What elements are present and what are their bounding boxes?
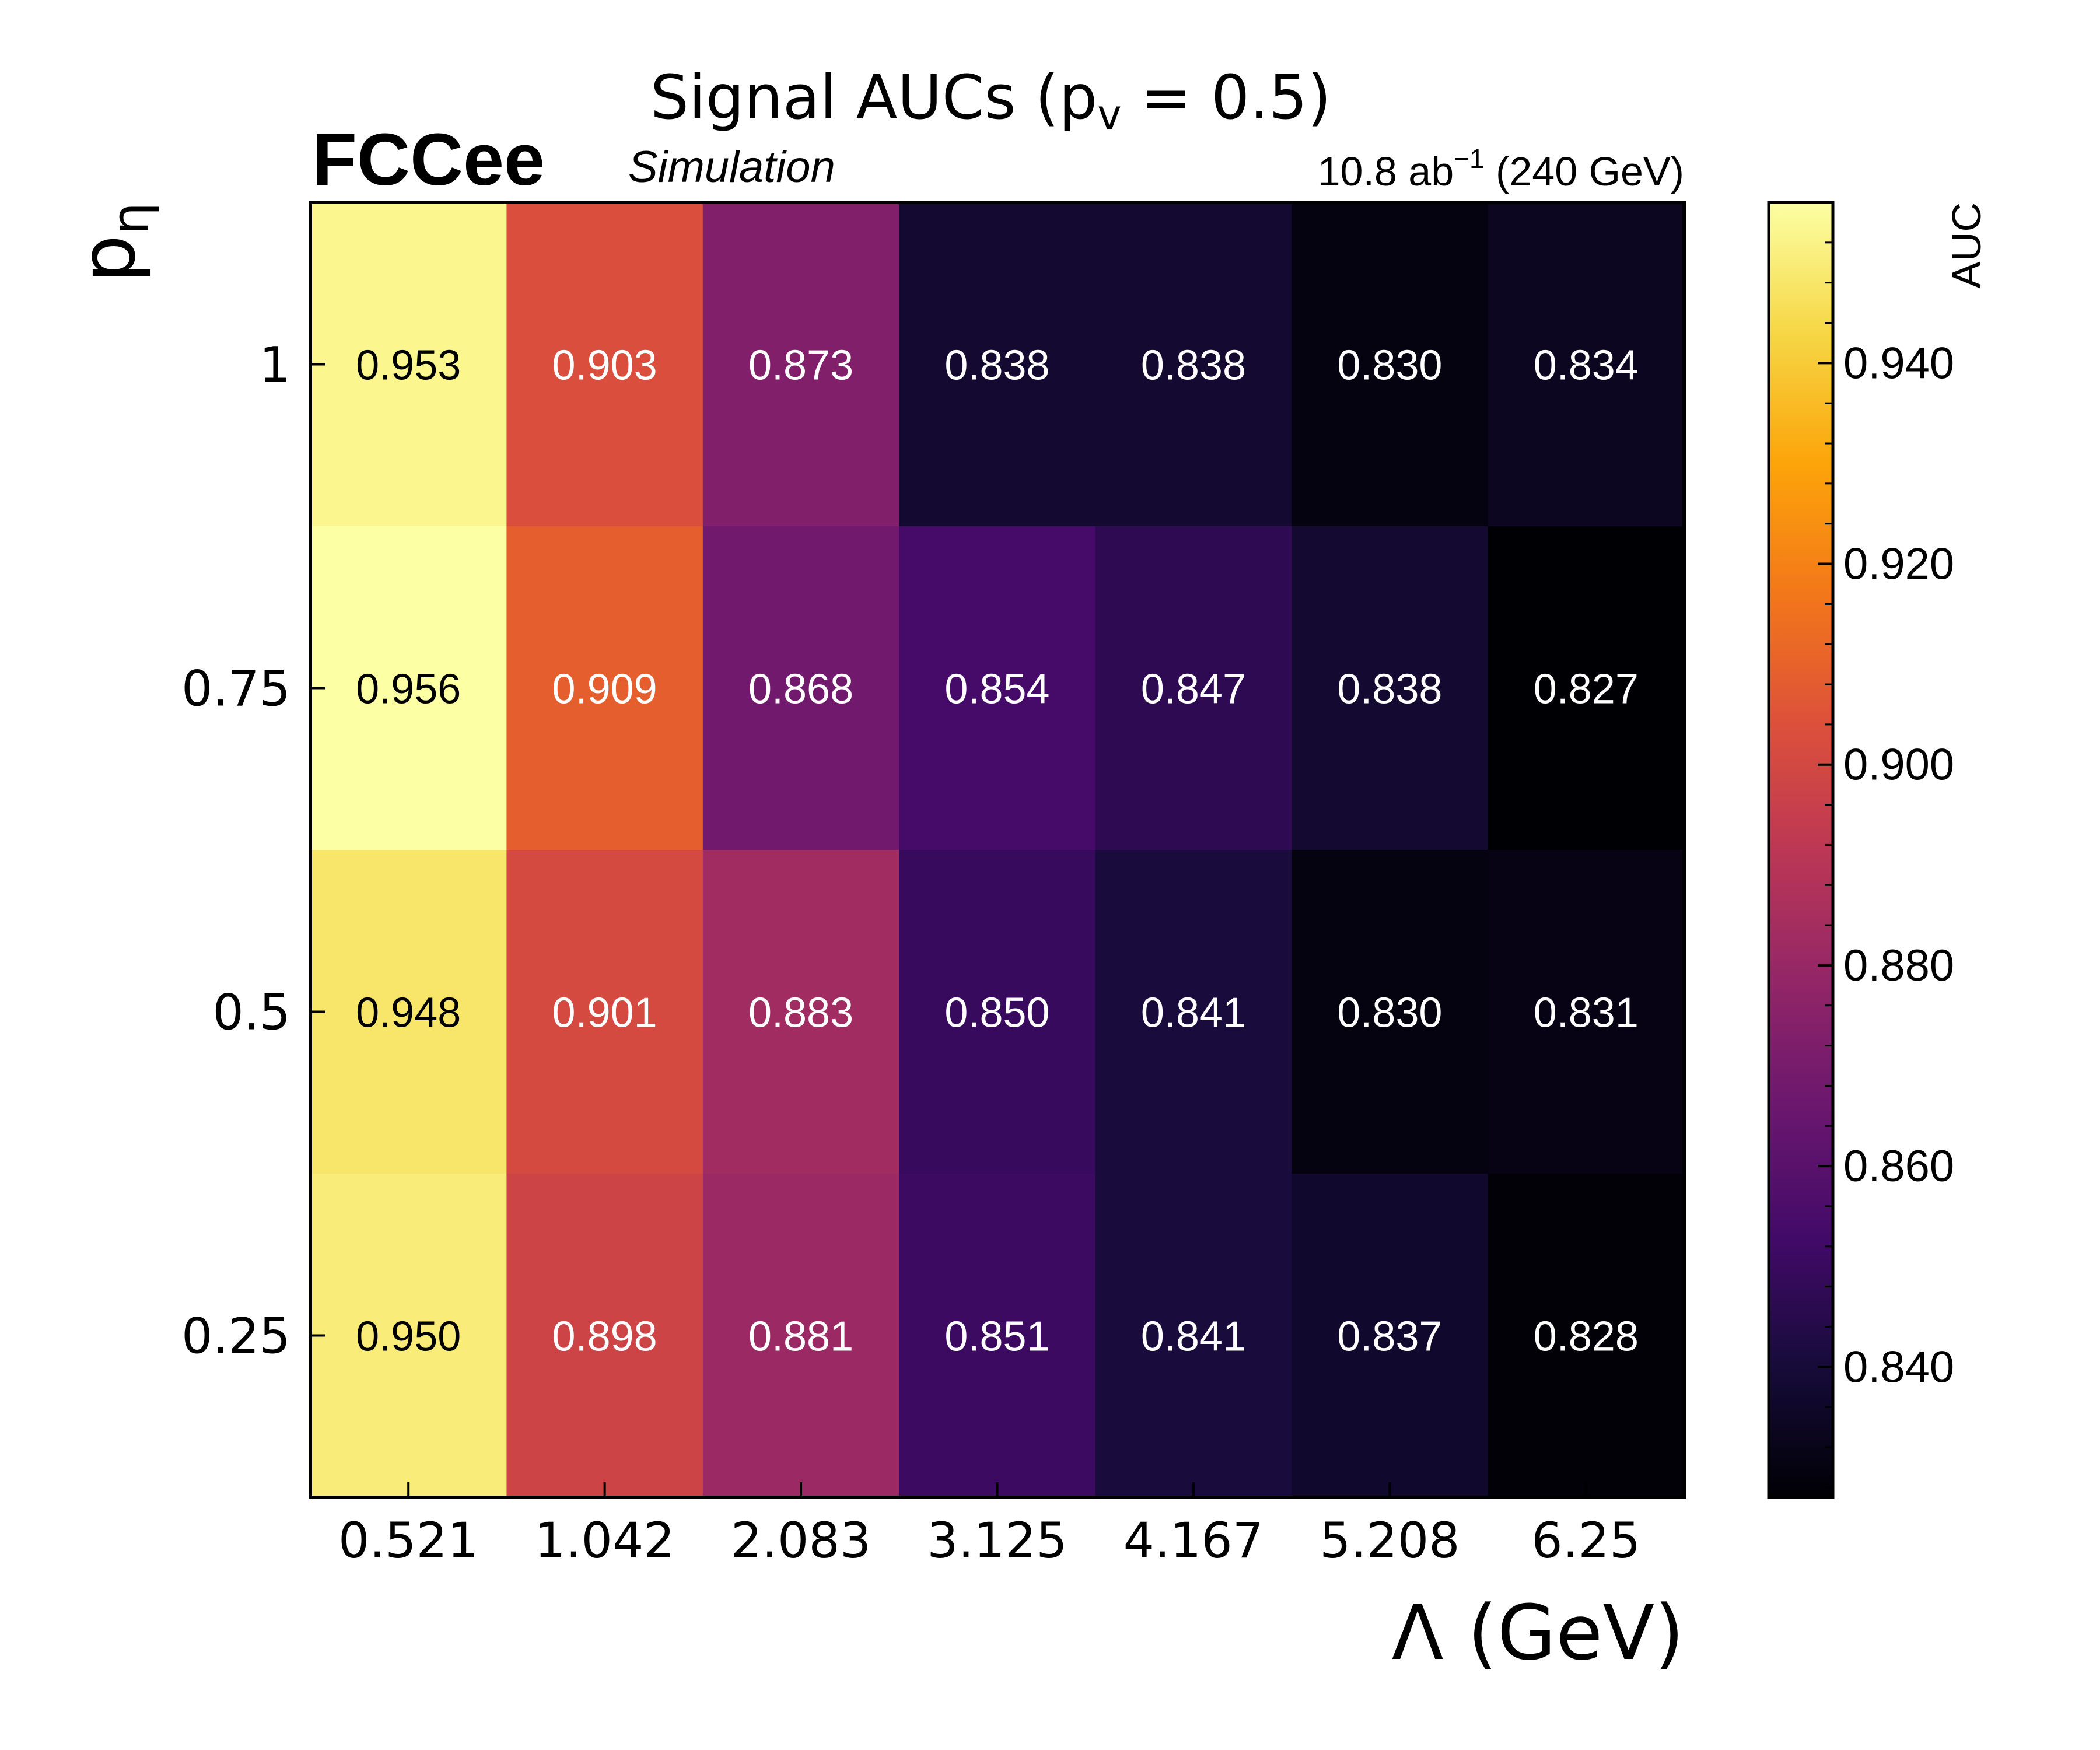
heatmap-cell — [310, 526, 508, 850]
cell-value-label: 0.868 — [748, 666, 853, 713]
y-tick-label: 0.25 — [181, 1308, 290, 1365]
heatmap-cells — [310, 202, 1685, 1498]
cell-value-label: 0.830 — [1337, 342, 1442, 389]
x-tick-label: 2.083 — [731, 1512, 871, 1569]
chart-title: Signal AUCs (pv = 0.5) — [650, 62, 1331, 139]
x-axis: 0.521 1.042 2.083 3.125 4.167 5.208 6.25 — [338, 1482, 1640, 1569]
heatmap-cell — [310, 202, 508, 527]
cell-value-label: 0.851 — [944, 1314, 1049, 1360]
heatmap-cell — [899, 1174, 1096, 1498]
heatmap-cell — [1095, 202, 1292, 527]
y-tick-label: 0.75 — [181, 660, 290, 718]
cell-value-label: 0.950 — [356, 1314, 461, 1360]
cell-value-label: 0.898 — [552, 1314, 657, 1360]
colorbar-ticks: 0.840 0.860 0.880 0.900 0.920 0.940 — [1818, 201, 1954, 1489]
experiment-sublabel: Simulation — [628, 142, 835, 192]
heatmap-cell — [310, 1174, 508, 1498]
heatmap-cell — [1292, 202, 1489, 527]
experiment-label: FCCee — [312, 118, 545, 201]
cell-value-label: 0.847 — [1141, 666, 1246, 713]
cell-value-label: 0.948 — [356, 990, 461, 1037]
title-subscript: v — [1097, 91, 1121, 139]
cell-value-label: 0.883 — [748, 990, 853, 1037]
colorbar-tick-label: 0.880 — [1843, 941, 1954, 991]
heatmap-cell — [702, 1174, 900, 1498]
heatmap-cell — [899, 850, 1096, 1174]
cell-value-label: 0.873 — [748, 342, 853, 389]
cell-value-label: 0.903 — [552, 342, 657, 389]
x-tick-label: 1.042 — [534, 1512, 674, 1569]
heatmap-cell — [899, 202, 1096, 527]
cell-value-label: 0.841 — [1141, 990, 1246, 1037]
heatmap-cell — [1292, 1174, 1489, 1498]
heatmap-cell — [1488, 850, 1685, 1174]
x-tick-label: 0.521 — [338, 1512, 478, 1569]
colorbar-label: AUC — [1944, 202, 1989, 289]
heatmap-cell — [1488, 1174, 1685, 1498]
heatmap-cell — [1095, 1174, 1292, 1498]
cell-value-label: 0.838 — [944, 342, 1049, 389]
cell-value-label: 0.850 — [944, 990, 1049, 1037]
cell-value-label: 0.854 — [944, 666, 1049, 713]
cell-value-label: 0.830 — [1337, 990, 1442, 1037]
heatmap-cell — [899, 526, 1096, 850]
cell-value-label: 0.827 — [1534, 666, 1639, 713]
colorbar-tick-label: 0.940 — [1843, 338, 1954, 388]
cell-value-label: 0.956 — [356, 666, 461, 713]
cell-value-label: 0.909 — [552, 666, 657, 713]
luminosity-superscript: −1 — [1454, 144, 1484, 174]
cell-value-label: 0.838 — [1337, 666, 1442, 713]
y-tick-label: 0.5 — [212, 984, 290, 1041]
x-tick-label: 4.167 — [1124, 1512, 1264, 1569]
heatmap-cell — [1095, 526, 1292, 850]
heatmap-cell — [310, 850, 508, 1174]
x-axis-label: Λ (GeV) — [1392, 1588, 1684, 1677]
cell-value-label: 0.838 — [1141, 342, 1246, 389]
colorbar — [1767, 201, 1835, 1499]
colorbar-tick-label: 0.840 — [1843, 1342, 1954, 1392]
cell-value-label: 0.901 — [552, 990, 657, 1037]
heatmap-cell — [1292, 850, 1489, 1174]
y-axis-label: pη — [64, 202, 160, 283]
heatmap-cell — [702, 526, 900, 850]
cell-value-label: 0.953 — [356, 342, 461, 389]
cell-value-label: 0.881 — [748, 1314, 853, 1360]
luminosity-label: 10.8 ab−1 (240 GeV) — [1318, 144, 1684, 194]
heatmap-cell — [1292, 526, 1489, 850]
cell-value-label: 0.828 — [1534, 1314, 1639, 1360]
heatmap-cell — [1095, 850, 1292, 1174]
colorbar-tick-label: 0.900 — [1843, 740, 1954, 790]
heatmap-cell — [506, 202, 704, 527]
y-axis-label-subscript: η — [100, 202, 160, 235]
heatmap-cell — [506, 1174, 704, 1498]
x-tick-label: 3.125 — [927, 1512, 1067, 1569]
y-axis: 1 0.75 0.5 0.25 — [181, 337, 326, 1365]
x-tick-label: 5.208 — [1320, 1512, 1460, 1569]
cell-value-label: 0.834 — [1534, 342, 1639, 389]
heatmap-cell — [1488, 526, 1685, 850]
heatmap-cell — [506, 850, 704, 1174]
cell-value-label: 0.841 — [1141, 1314, 1246, 1360]
heatmap-cell — [1488, 202, 1685, 527]
colorbar-tick-label: 0.920 — [1843, 540, 1954, 589]
y-tick-label: 1 — [260, 337, 290, 394]
cell-value-label: 0.831 — [1534, 990, 1639, 1037]
colorbar-tick-label: 0.860 — [1843, 1142, 1954, 1191]
x-tick-label: 6.25 — [1531, 1512, 1640, 1569]
cell-value-label: 0.837 — [1337, 1314, 1442, 1360]
heatmap-cell-labels: 0.953 0.903 0.873 0.838 0.838 0.830 0.834 0.956… — [356, 342, 1639, 1360]
heatmap-cell — [702, 850, 900, 1174]
heatmap-cell — [702, 202, 900, 527]
heatmap-cell — [506, 526, 704, 850]
